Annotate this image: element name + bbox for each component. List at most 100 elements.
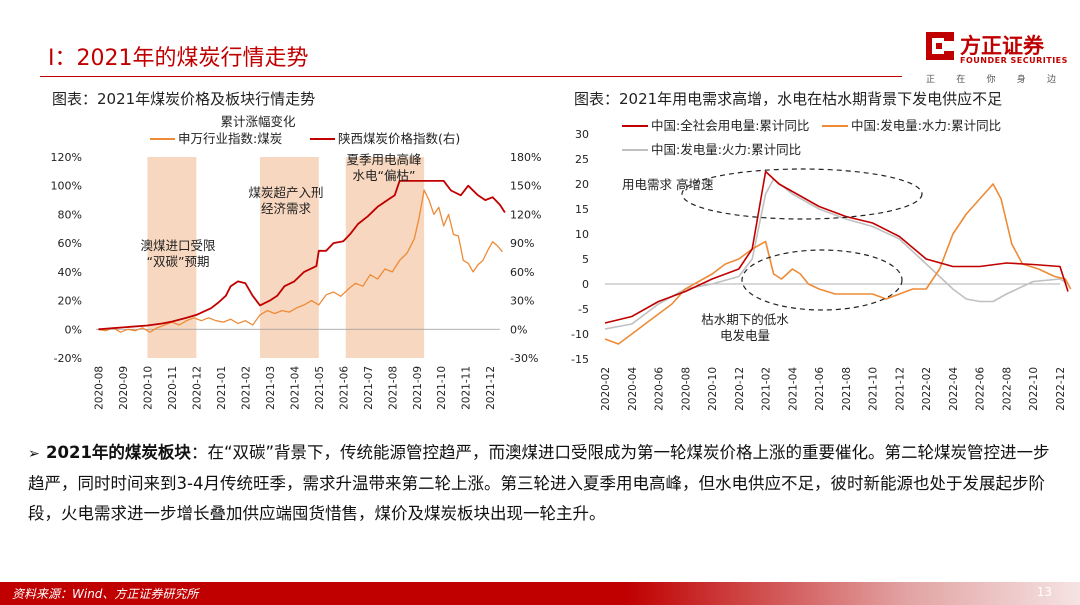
x-tick-label: 2020-11	[167, 366, 179, 410]
y-right-tick-label: 60%	[510, 266, 534, 279]
bullet-arrow-icon: ➢	[28, 446, 40, 462]
y-right-tick-label: 120%	[510, 208, 541, 221]
annotation-economic-demand: 经济需求	[261, 201, 312, 216]
y-left-tick-label: 20%	[58, 295, 82, 308]
x-tick-label: 2021-06	[338, 366, 350, 410]
y-tick-label: 20	[575, 178, 589, 191]
x-tick-label: 2020-04	[627, 367, 639, 411]
left-chart-caption: 图表：2021年煤炭价格及板块行情走势	[52, 90, 316, 108]
slogan-char: 你	[986, 75, 996, 85]
y-tick-label: -5	[578, 303, 589, 316]
slogan-char: 正	[926, 75, 936, 85]
annotation-hydro-dry: 水电“偏枯”	[353, 168, 416, 183]
y-tick-label: 15	[575, 203, 589, 216]
x-tick-label: 2022-10	[1028, 367, 1040, 411]
y-tick-label: 0	[582, 278, 589, 291]
x-tick-label: 2021-12	[894, 367, 906, 411]
founder-logo-icon	[926, 32, 954, 60]
y-right-tick-label: 0%	[510, 323, 527, 336]
x-tick-label: 2022-12	[1055, 367, 1067, 411]
x-tick-label: 2021-12	[485, 366, 497, 410]
logo-name: 方正证券	[960, 34, 1044, 58]
y-left-tick-label: 120%	[51, 151, 82, 164]
annotation-hydro-ellipse	[741, 249, 903, 311]
legend-item-power-consumption: 中国:全社会用电量:累计同比	[651, 118, 809, 133]
y-left-tick-label: 80%	[58, 208, 82, 221]
x-tick-label: 2020-06	[654, 367, 666, 411]
page-title: Ⅰ：2021年的煤炭行情走势	[48, 46, 309, 71]
y-right-tick-label: 30%	[510, 295, 534, 308]
y-left-tick-label: 100%	[51, 180, 82, 193]
y-right-tick-label: -30%	[510, 352, 538, 365]
x-tick-label: 2020-08	[93, 366, 105, 410]
y-tick-label: -10	[571, 328, 589, 341]
title-divider	[40, 76, 902, 77]
annotation-hydro-output: 电发电量	[720, 328, 770, 343]
x-tick-label: 2021-05	[314, 366, 326, 410]
summary-lead: 2021年的煤炭板块	[46, 443, 191, 462]
legend-item-coal-index: 申万行业指数:煤炭	[178, 131, 282, 146]
summary-paragraph: ➢ 2021年的煤炭板块：在“双碳”背景下，传统能源管控趋严，而澳煤进口受限成为第…	[28, 438, 1058, 529]
x-tick-label: 2021-09	[412, 366, 424, 410]
x-tick-label: 2022-08	[1002, 367, 1014, 411]
x-tick-label: 2020-09	[118, 366, 130, 410]
x-tick-label: 2020-12	[734, 367, 746, 411]
annotation-overproduction: 煤炭超产入刑	[248, 185, 323, 200]
legend-item-shaanxi-price: 陕西煤炭价格指数(右)	[338, 131, 460, 146]
x-tick-label: 2021-08	[387, 366, 399, 410]
legend-title: 累计涨幅变化	[220, 114, 296, 129]
annotation-low-hydro: 枯水期下的低水	[701, 312, 789, 327]
slogan-char: 边	[1046, 75, 1056, 85]
legend-item-hydro: 中国:发电量:水力:累计同比	[851, 118, 1001, 133]
y-right-tick-label: 180%	[510, 151, 541, 164]
y-left-tick-label: -20%	[54, 352, 82, 365]
y-left-tick-label: 60%	[58, 237, 82, 250]
x-tick-label: 2022-02	[921, 367, 933, 411]
footer-source: 资料来源：Wind、方正证券研究所	[12, 587, 199, 601]
x-tick-label: 2021-04	[787, 367, 799, 411]
y-tick-label: 5	[582, 253, 589, 266]
shaded-period	[260, 157, 319, 358]
x-tick-label: 2020-02	[600, 367, 612, 411]
coal-price-chart: 120% 100% 80% 60% 40% 20% 0% -20% 180% 150% 120% 9…	[51, 114, 542, 410]
x-tick-label: 2021-04	[289, 366, 301, 410]
x-tick-label: 2022-06	[975, 367, 987, 411]
series-line-shaanxi-price	[98, 180, 506, 331]
x-tick-label: 2020-12	[191, 366, 203, 410]
annotation-dual-carbon: “双碳”预期	[147, 254, 210, 269]
slogan-char: 身	[1016, 75, 1026, 85]
x-tick-label: 2021-07	[363, 366, 375, 410]
summary-text: ：在“双碳”背景下，传统能源管控趋严，而澳煤进口受限成为第一轮煤炭价格上涨的重要…	[28, 443, 1050, 523]
y-tick-label: 30	[575, 128, 589, 141]
annotation-demand-ellipse	[681, 168, 923, 220]
series-line-hydro	[604, 183, 1072, 345]
page-number: 13	[1036, 585, 1052, 599]
x-tick-label: 2021-01	[216, 366, 228, 410]
annotation-australia-coal: 澳煤进口受限	[140, 238, 216, 253]
y-tick-label: -15	[571, 353, 589, 366]
y-tick-label: 10	[575, 228, 589, 241]
y-left-tick-label: 40%	[58, 266, 82, 279]
right-chart-caption: 图表：2021年用电需求高增，水电在枯水期背景下发电供应不足	[574, 90, 1003, 108]
series-line-coal-index	[98, 189, 503, 333]
x-tick-label: 2021-08	[841, 367, 853, 411]
logo-slogan: 正 在 你 身 边	[926, 72, 1056, 85]
y-right-tick-label: 90%	[510, 237, 534, 250]
brand-logo: 方正证券 FOUNDER SECURITIES 正 在 你 身 边	[924, 28, 1067, 85]
y-right-tick-label: 150%	[510, 180, 541, 193]
x-tick-label: 2021-10	[436, 366, 448, 410]
series-line-thermal	[604, 178, 1069, 330]
slogan-char: 在	[956, 75, 966, 85]
x-tick-label: 2021-03	[265, 366, 277, 410]
x-tick-label: 2020-10	[707, 367, 719, 411]
logo-english-name: FOUNDER SECURITIES	[960, 56, 1068, 65]
power-demand-chart: 30 25 20 15 10 5 0 -5 -10 -15 2020-02 2020-04 2020-…	[571, 118, 1072, 411]
x-tick-label: 2021-10	[868, 367, 880, 411]
legend-item-thermal: 中国:发电量:火力:累计同比	[651, 142, 801, 157]
annotation-summer-peak: 夏季用电高峰	[346, 152, 422, 167]
x-tick-label: 2020-08	[680, 367, 692, 411]
x-tick-label: 2020-10	[142, 366, 154, 410]
x-tick-label: 2022-04	[948, 367, 960, 411]
y-left-tick-label: 0%	[65, 323, 82, 336]
footer-bar: 资料来源：Wind、方正证券研究所 13	[0, 582, 1080, 605]
